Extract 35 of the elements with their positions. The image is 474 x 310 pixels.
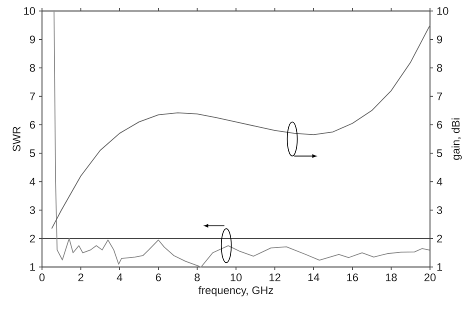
y-tick-label: 9 [30, 36, 35, 44]
y2-tick-label: 9 [437, 36, 442, 44]
y-tick-label: 7 [30, 92, 35, 100]
y2-tick-label: 8 [436, 64, 442, 72]
y-tick-label: 3 [30, 206, 36, 214]
x-tick-label: 0 [39, 274, 45, 282]
x-axis-title: frequency, GHz [198, 286, 274, 296]
x-tick-label: 14 [308, 274, 320, 282]
x-tick-label: 16 [347, 274, 358, 282]
x-tick-label: 2 [78, 274, 84, 282]
y2-tick-label: 5 [436, 149, 442, 158]
y-tick-label: 8 [30, 64, 36, 72]
y2-tick-label: 4 [436, 178, 442, 186]
y2-tick-label: 3 [436, 206, 442, 214]
line-series [51, 24, 430, 230]
y2-tick-label: 7 [437, 92, 442, 100]
x-tick-label: 4 [116, 274, 122, 282]
y-tick-label: 2 [30, 234, 35, 242]
y-tick-label: 4 [30, 178, 36, 186]
y2-tick-label: 1 [437, 263, 442, 271]
y-tick-label: 10 [24, 7, 36, 15]
y2-tick-label: 10 [437, 7, 448, 15]
y-tick-label: 1 [30, 263, 35, 271]
x-tick-label: 20 [424, 274, 436, 282]
y2-axis-title: gain, dBi [452, 118, 462, 160]
y-axis-title: SWR [12, 126, 20, 152]
y-tick-label: 5 [30, 149, 36, 158]
y-tick-label: 6 [30, 120, 36, 129]
x-tick-label: 10 [230, 274, 242, 282]
y2-tick-label: 2 [437, 234, 442, 242]
x-tick-label: 8 [194, 274, 200, 282]
x-tick-label: 6 [156, 274, 161, 282]
y2-tick-label: 6 [437, 120, 442, 129]
x-tick-label: 18 [386, 274, 397, 282]
x-tick-label: 12 [270, 274, 280, 282]
